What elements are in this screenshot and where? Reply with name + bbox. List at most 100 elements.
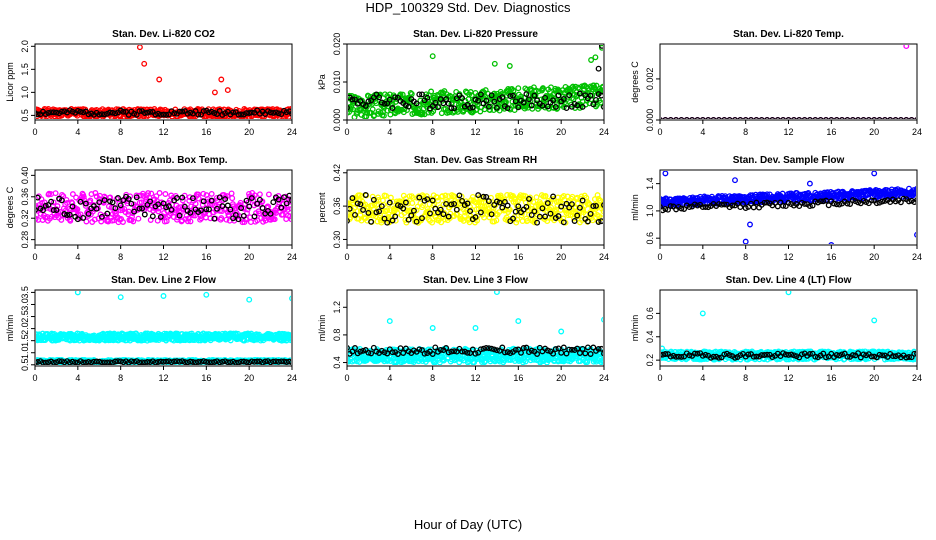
x-tick-label: 20 xyxy=(869,252,879,262)
point-hourly xyxy=(141,359,148,365)
point-all xyxy=(271,216,278,223)
point-hourly xyxy=(684,117,690,119)
point-hourly xyxy=(817,117,824,119)
x-tick-label: 12 xyxy=(470,373,480,383)
point-hourly xyxy=(69,108,76,115)
point-all xyxy=(461,212,468,219)
point-all xyxy=(438,219,445,226)
point-hourly xyxy=(243,110,250,117)
point-hourly xyxy=(216,359,223,365)
point-hourly xyxy=(871,117,877,119)
point-hourly xyxy=(109,359,116,365)
point-hourly xyxy=(584,218,591,225)
point-hourly xyxy=(798,199,805,206)
point-all xyxy=(563,101,569,108)
point-hourly xyxy=(539,205,546,212)
point-hourly xyxy=(665,206,671,213)
point-hourly xyxy=(721,201,728,208)
point-all xyxy=(369,106,376,113)
chart-title: Stan. Dev. Amb. Box Temp. xyxy=(99,155,227,166)
point-all xyxy=(560,193,567,199)
point-hourly xyxy=(270,358,277,365)
point-hourly xyxy=(136,359,143,365)
point-spikes xyxy=(203,291,210,298)
point-hourly xyxy=(272,109,279,116)
point-hourly xyxy=(360,206,367,213)
point-hourly xyxy=(667,117,674,119)
data-points xyxy=(348,192,603,226)
point-all xyxy=(241,337,248,344)
chart-title: Stan. Dev. Sample Flow xyxy=(733,155,845,166)
point-hourly xyxy=(181,359,188,365)
point-hourly xyxy=(176,108,183,115)
point-hourly xyxy=(898,117,904,119)
y-tick-label: 0.5 xyxy=(20,109,30,122)
point-hourly xyxy=(544,103,551,110)
point-hourly xyxy=(235,216,242,223)
point-hourly xyxy=(222,196,229,203)
point-hourly xyxy=(147,108,154,115)
x-tick-label: 24 xyxy=(599,373,609,383)
point-hourly xyxy=(214,205,220,212)
point-all xyxy=(600,358,603,364)
y-tick-label: 0.30 xyxy=(332,231,342,249)
point-all xyxy=(504,192,511,198)
point-hourly xyxy=(820,198,827,205)
y-tick-label: 1.5 xyxy=(20,334,30,347)
point-hourly xyxy=(686,204,693,211)
data-points xyxy=(348,45,603,119)
point-hourly xyxy=(160,111,167,118)
point-spikes xyxy=(592,54,599,61)
point-hourly xyxy=(251,213,258,220)
point-hourly xyxy=(419,215,425,222)
point-hourly xyxy=(238,205,245,211)
point-all xyxy=(120,219,126,225)
point-all xyxy=(493,217,500,224)
point-hourly xyxy=(801,200,808,207)
y-tick-label: 0.28 xyxy=(20,231,30,249)
point-hourly xyxy=(36,359,38,365)
point-hourly xyxy=(689,117,695,119)
data-points xyxy=(348,291,603,365)
point-hourly xyxy=(780,202,787,209)
point-hourly xyxy=(368,350,375,357)
point-hourly xyxy=(761,199,768,206)
point-hourly xyxy=(155,359,162,365)
x-tick-label: 20 xyxy=(556,127,566,137)
point-hourly xyxy=(908,117,915,119)
data-points xyxy=(661,45,916,119)
x-tick-label: 12 xyxy=(158,252,168,262)
point-hourly xyxy=(289,359,291,365)
point-all xyxy=(428,88,435,95)
point-hourly xyxy=(128,200,135,207)
x-tick-label: 16 xyxy=(201,252,211,262)
y-tick-label: 1.5 xyxy=(20,63,30,76)
point-all xyxy=(515,85,522,92)
x-tick-label: 24 xyxy=(287,373,297,383)
point-hourly xyxy=(750,204,757,211)
point-hourly xyxy=(421,350,428,357)
x-tick-label: 0 xyxy=(344,127,349,137)
point-hourly xyxy=(195,359,202,365)
point-hourly xyxy=(214,358,220,365)
point-spikes xyxy=(914,232,916,238)
point-hourly xyxy=(117,202,124,209)
point-hourly xyxy=(528,212,535,218)
point-hourly xyxy=(206,206,212,213)
point-hourly xyxy=(459,197,466,204)
y-tick-label: 0.4 xyxy=(332,356,342,369)
point-hourly xyxy=(847,201,854,207)
y-axis-label: degrees C xyxy=(5,186,15,228)
point-hourly xyxy=(863,199,870,206)
point-hourly xyxy=(432,344,439,351)
point-all xyxy=(184,218,191,225)
point-hourly xyxy=(702,204,709,211)
point-hourly xyxy=(275,110,282,117)
y-tick-label: 1.4 xyxy=(645,177,655,190)
y-tick-label: 0.42 xyxy=(332,164,342,182)
point-hourly xyxy=(275,358,282,365)
point-hourly xyxy=(248,195,255,202)
point-all xyxy=(407,89,414,96)
